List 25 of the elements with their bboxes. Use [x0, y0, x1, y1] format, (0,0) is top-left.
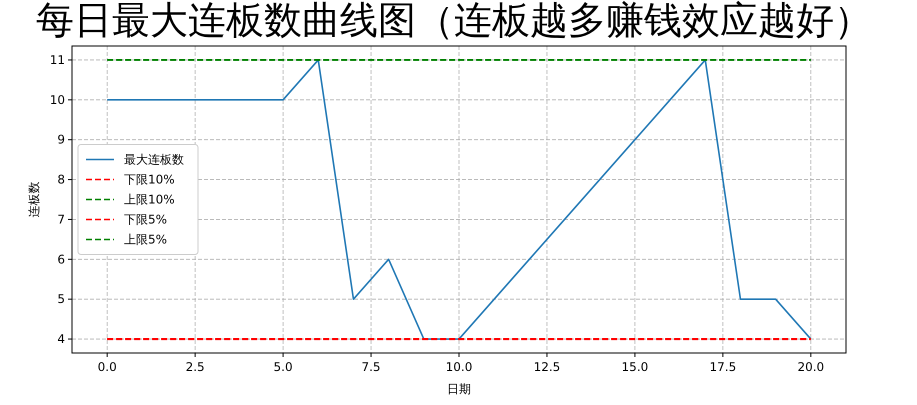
x-tick-label: 10.0 [446, 360, 472, 374]
legend-label: 上限10% [124, 192, 175, 206]
y-tick-label: 4 [57, 332, 65, 346]
x-tick-label: 5.0 [274, 360, 293, 374]
x-tick-label: 7.5 [362, 360, 381, 374]
x-tick-label: 12.5 [534, 360, 560, 374]
y-tick-label: 10 [50, 92, 65, 107]
legend-label: 下限10% [124, 172, 175, 186]
legend-label: 上限5% [124, 232, 168, 246]
x-tick-label: 15.0 [622, 360, 648, 374]
y-tick-label: 11 [50, 52, 65, 67]
chart-title: 每日最大连板数曲线图（连板越多赚钱效应越好） [36, 0, 872, 42]
x-tick-label: 0.0 [98, 360, 117, 374]
y-axis-title: 连板数 [27, 182, 41, 218]
y-tick-label: 5 [57, 292, 65, 306]
legend-label: 下限5% [124, 212, 168, 226]
y-tick-label: 6 [57, 252, 65, 266]
x-tick-label: 2.5 [186, 360, 205, 374]
y-tick-label: 9 [57, 132, 65, 147]
legend-label: 最大连板数 [124, 152, 184, 166]
x-axis-title: 日期 [447, 382, 471, 396]
y-tick-label: 8 [57, 172, 65, 187]
y-tick-label: 7 [57, 212, 65, 226]
x-tick-label: 20.0 [797, 360, 824, 374]
x-tick-label: 17.5 [710, 360, 736, 374]
